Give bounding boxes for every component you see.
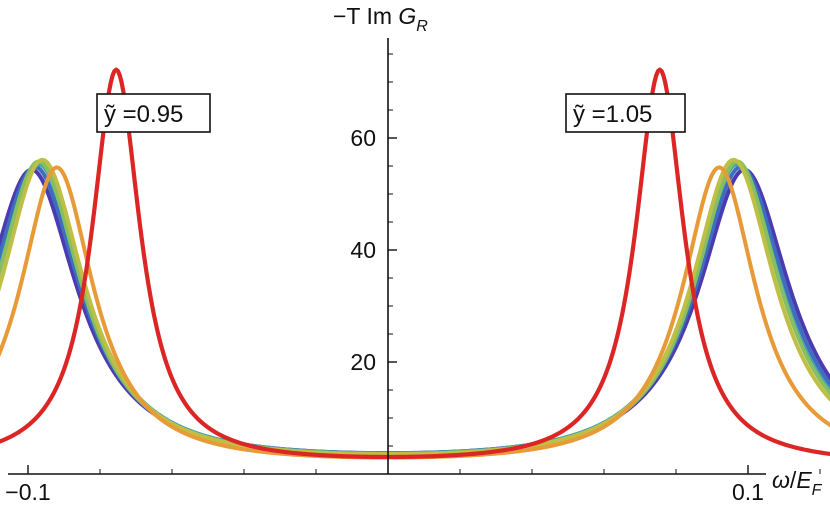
x-tick-label: 0.1 <box>732 479 764 505</box>
x-tick-label: −0.1 <box>5 479 50 505</box>
ticks <box>27 53 821 474</box>
y-tick-label: 20 <box>350 349 376 375</box>
y-tick-label: 40 <box>350 237 376 263</box>
annotation-right-label: ỹ =1.05 <box>573 101 652 128</box>
annotation-right: ỹ =1.05 <box>565 93 686 133</box>
tick-labels: −0.2−0.10.10.2204060 <box>5 125 764 505</box>
y-axis-title: −T Im GR <box>333 3 428 35</box>
series-line-2 <box>0 165 830 456</box>
y-tick-label: 60 <box>350 125 376 151</box>
annotation-left-box <box>96 93 211 133</box>
x-axis-title: ω/EF <box>772 467 823 499</box>
annotation-left-label: ỹ =0.95 <box>104 101 183 128</box>
series-line-1 <box>0 167 830 456</box>
series-line-6 <box>0 165 830 460</box>
annotation-left: ỹ =0.95 <box>96 93 211 133</box>
series-line-3 <box>0 162 830 456</box>
series-line-4 <box>0 159 830 456</box>
annotation-right-box <box>565 93 686 133</box>
series-line-5 <box>0 157 830 457</box>
